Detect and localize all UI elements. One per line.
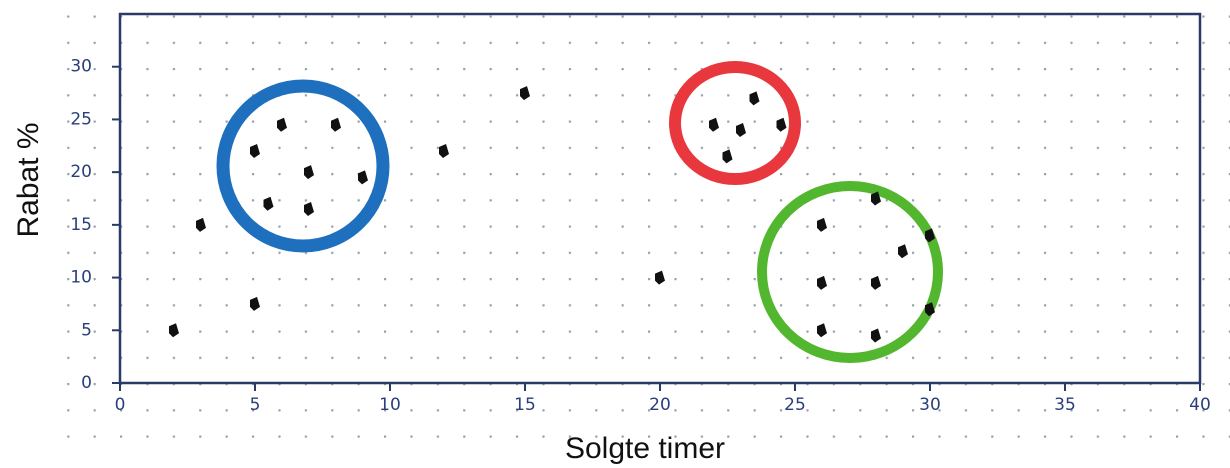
chart: Solgte timer Rabat % 0 5 10 15 20 25 30 0 5 10 15 2… — [0, 0, 1230, 468]
x-tick-label: 15 — [514, 395, 536, 415]
y-axis-title: Rabat % — [12, 122, 45, 237]
x-tick-label: 35 — [1054, 395, 1076, 415]
x-tick-label: 10 — [379, 395, 401, 415]
x-tick-label: 5 — [250, 395, 261, 415]
y-tick-label: 30 — [70, 57, 92, 77]
y-tick-label: 25 — [70, 109, 92, 129]
x-tick-label: 40 — [1189, 395, 1211, 415]
x-tick-label: 30 — [919, 395, 941, 415]
x-axis-title: Solgte timer — [565, 432, 725, 465]
y-tick-label: 5 — [81, 320, 92, 340]
x-tick-label: 25 — [784, 395, 806, 415]
x-tick-label: 0 — [115, 395, 126, 415]
x-tick-label: 20 — [649, 395, 671, 415]
page: {"chart_data": {"type": "scatter", "x_la… — [0, 0, 1230, 468]
y-tick-label: 20 — [70, 162, 92, 182]
y-tick-label: 15 — [70, 215, 92, 235]
y-tick-label: 0 — [81, 373, 92, 393]
y-tick-label: 10 — [70, 268, 92, 288]
